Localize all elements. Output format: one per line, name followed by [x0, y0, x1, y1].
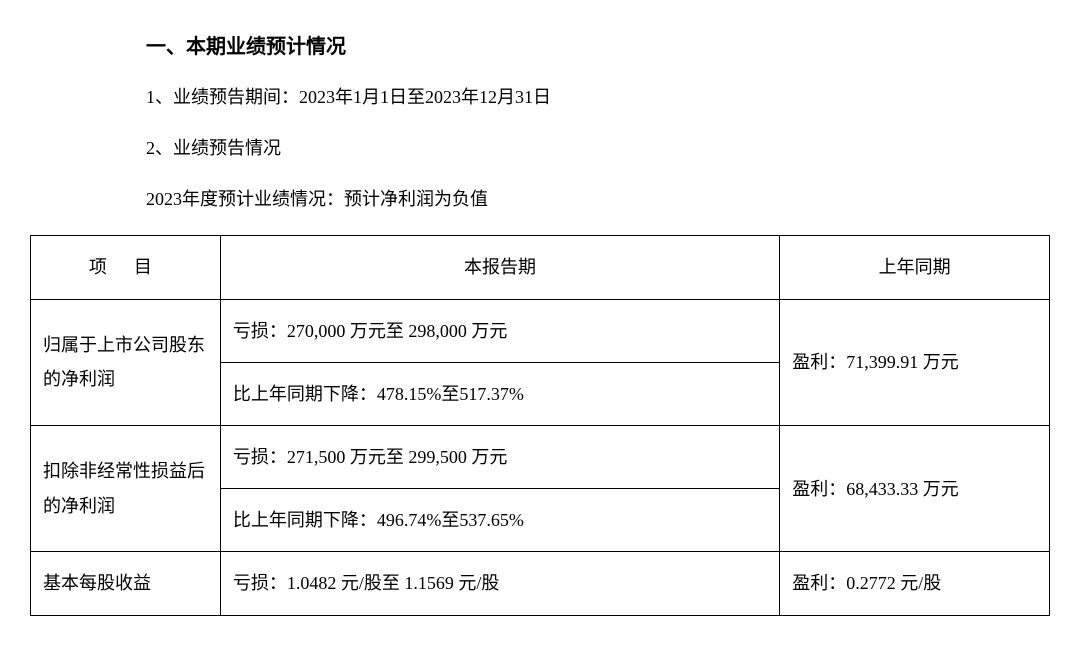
cell-prev: 盈利：0.2772 元/股 [780, 552, 1050, 615]
line-situation-label: 2、业绩预告情况 [146, 134, 934, 163]
line-period: 1、业绩预告期间：2023年1月1日至2023年12月31日 [146, 83, 934, 112]
cell-this-b: 比上年同期下降：478.15%至517.37% [220, 362, 779, 425]
cell-this-b: 比上年同期下降：496.74%至537.65% [220, 489, 779, 552]
cell-item: 基本每股收益 [31, 552, 221, 615]
section-heading: 一、本期业绩预计情况 [146, 30, 934, 59]
table-header-row: 项目 本报告期 上年同期 [31, 236, 1050, 299]
cell-item: 归属于上市公司股东的净利润 [31, 299, 221, 425]
cell-this-a: 亏损：271,500 万元至 299,500 万元 [220, 425, 779, 488]
col-header-prev-period: 上年同期 [780, 236, 1050, 299]
cell-this-a: 亏损：1.0482 元/股至 1.1569 元/股 [220, 552, 779, 615]
col-header-item: 项目 [31, 236, 221, 299]
cell-prev: 盈利：71,399.91 万元 [780, 299, 1050, 425]
performance-table: 项目 本报告期 上年同期 归属于上市公司股东的净利润 亏损：270,000 万元… [30, 235, 1050, 615]
cell-prev: 盈利：68,433.33 万元 [780, 425, 1050, 551]
document-body: 一、本期业绩预计情况 1、业绩预告期间：2023年1月1日至2023年12月31… [30, 30, 1050, 213]
line-summary: 2023年度预计业绩情况：预计净利润为负值 [146, 185, 934, 214]
table-row: 基本每股收益 亏损：1.0482 元/股至 1.1569 元/股 盈利：0.27… [31, 552, 1050, 615]
cell-this-a: 亏损：270,000 万元至 298,000 万元 [220, 299, 779, 362]
col-header-this-period: 本报告期 [220, 236, 779, 299]
table-row: 扣除非经常性损益后的净利润 亏损：271,500 万元至 299,500 万元 … [31, 425, 1050, 488]
cell-item: 扣除非经常性损益后的净利润 [31, 425, 221, 551]
table-row: 归属于上市公司股东的净利润 亏损：270,000 万元至 298,000 万元 … [31, 299, 1050, 362]
